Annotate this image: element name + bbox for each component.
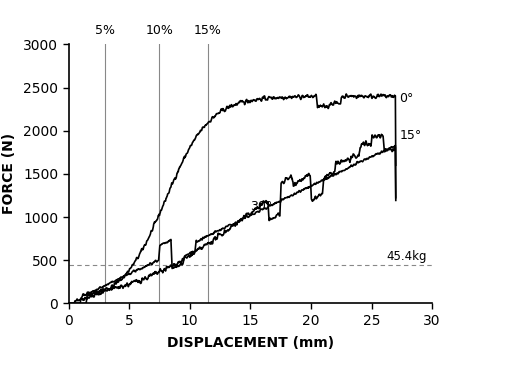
Text: 0°: 0° xyxy=(399,92,414,105)
Text: 45.4kg: 45.4kg xyxy=(387,250,427,263)
Y-axis label: FORCE (N): FORCE (N) xyxy=(2,133,16,215)
X-axis label: DISPLACEMENT (mm): DISPLACEMENT (mm) xyxy=(167,336,334,350)
Text: 5%: 5% xyxy=(95,24,115,37)
Text: 10%: 10% xyxy=(145,24,173,37)
Text: 15°: 15° xyxy=(399,130,422,142)
Text: 15%: 15% xyxy=(194,24,222,37)
Text: 30°: 30° xyxy=(250,200,272,213)
